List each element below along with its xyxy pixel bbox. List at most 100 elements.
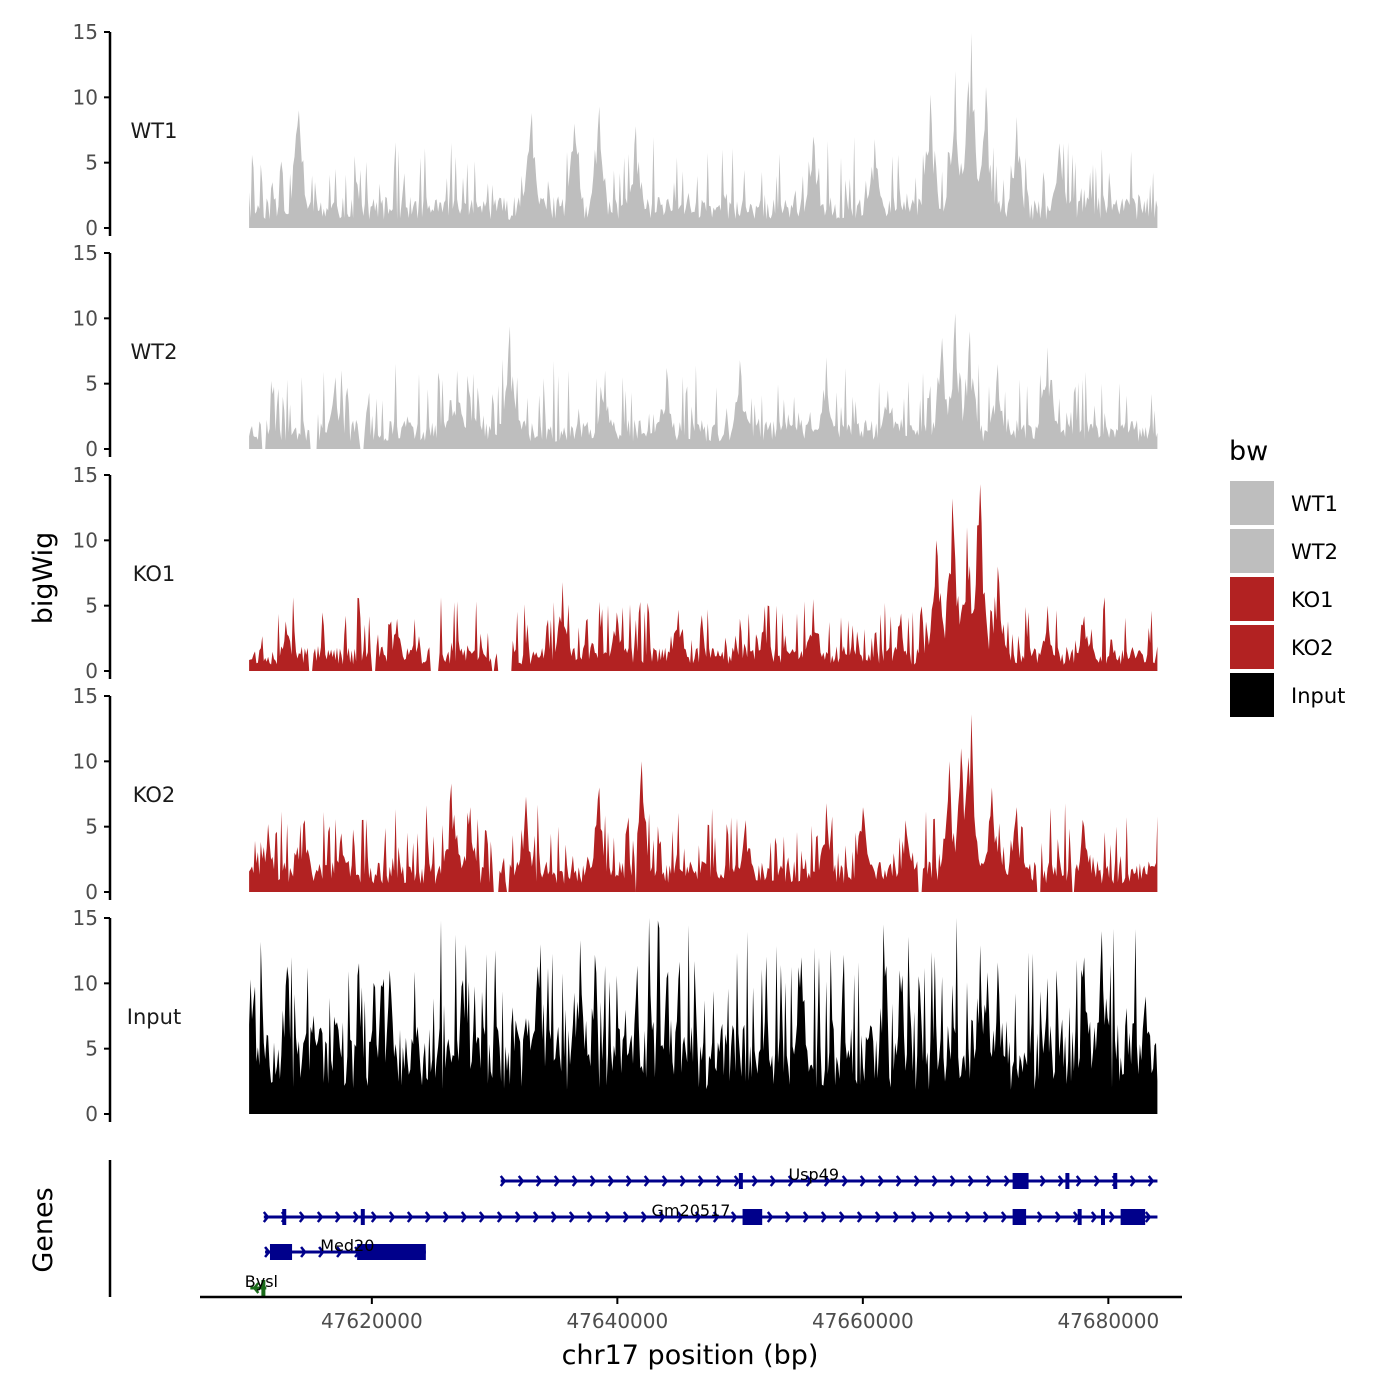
strand-arrow [877, 1175, 885, 1187]
track-label-wt2: WT2 [131, 340, 178, 364]
strand-arrow [895, 1175, 903, 1187]
strand-arrow [823, 1175, 831, 1187]
legend: bw WT1 WT2 KO1 KO2 Input [1229, 436, 1345, 717]
strand-arrow [532, 1211, 540, 1223]
exon [1012, 1173, 1029, 1189]
strand-arrow [751, 1175, 759, 1187]
strand-arrow [802, 1211, 810, 1223]
strand-arrow [766, 1211, 774, 1223]
legend-label-input: Input [1291, 684, 1345, 708]
y-tick-label: 15 [73, 20, 98, 44]
strand-arrow [604, 1211, 612, 1223]
strand-arrow [1147, 1175, 1155, 1187]
coverage-area-ko1 [249, 484, 1158, 671]
coverage-area-ko2 [249, 714, 1158, 892]
exon [742, 1209, 763, 1225]
track-label-ko1: KO1 [133, 562, 176, 586]
strand-arrow [733, 1175, 741, 1187]
genes-axis-title: Genes [28, 1187, 59, 1272]
strand-arrow [352, 1211, 360, 1223]
legend-label-wt2: WT2 [1291, 540, 1338, 564]
strand-arrow [586, 1211, 594, 1223]
y-tick-label: 15 [73, 241, 98, 265]
strand-arrow [946, 1211, 954, 1223]
exon [738, 1173, 743, 1189]
strand-arrow [264, 1246, 271, 1258]
strand-arrow [252, 1282, 260, 1294]
strand-arrow [874, 1211, 882, 1223]
exon [360, 1209, 365, 1225]
strand-arrow [784, 1211, 792, 1223]
exon [282, 1209, 287, 1225]
gene-label: Med20 [320, 1236, 374, 1255]
y-tick-label: 5 [85, 151, 98, 175]
strand-arrow [640, 1211, 648, 1223]
legend-key-input [1230, 673, 1274, 717]
strand-arrow [1129, 1175, 1137, 1187]
strand-arrow [568, 1211, 576, 1223]
legend-label-ko1: KO1 [1291, 588, 1334, 612]
legend-key-ko1 [1230, 577, 1274, 621]
exon [261, 1280, 266, 1296]
strand-arrow [370, 1211, 378, 1223]
legend-key-wt2 [1230, 529, 1274, 573]
strand-arrow [625, 1175, 633, 1187]
exon [1077, 1209, 1082, 1225]
x-axis-title: chr17 position (bp) [562, 1340, 819, 1371]
strand-arrow [262, 1211, 270, 1223]
strand-arrow [316, 1211, 324, 1223]
strand-arrow [334, 1211, 342, 1223]
y-tick-label: 5 [85, 1037, 98, 1061]
gene-usp49: Usp49 [499, 1165, 1158, 1189]
strand-arrow [1039, 1175, 1047, 1187]
gene-bysl: Bysl [245, 1272, 278, 1296]
strand-arrow [1036, 1211, 1044, 1223]
legend-key-wt1 [1230, 481, 1274, 525]
strand-arrow [298, 1211, 306, 1223]
y-tick-label: 15 [73, 684, 98, 708]
track-wt1: 0 5 10 15 WT1 [73, 20, 1158, 240]
strand-arrow [424, 1211, 432, 1223]
strand-arrow [300, 1246, 307, 1258]
strand-arrow [550, 1211, 558, 1223]
y-tick-label: 10 [73, 85, 98, 109]
strand-arrow [730, 1211, 738, 1223]
strand-arrow [1144, 1211, 1152, 1223]
strand-arrow [1108, 1211, 1116, 1223]
strand-arrow [318, 1246, 325, 1258]
gene-label: Usp49 [788, 1165, 839, 1184]
strand-arrow [442, 1211, 450, 1223]
x-tick-label: 47640000 [566, 1309, 668, 1333]
strand-arrow [856, 1211, 864, 1223]
strand-arrow [589, 1175, 597, 1187]
strand-arrow [859, 1175, 867, 1187]
x-axis: 47620000 47640000 47660000 47680000 [200, 1295, 1182, 1333]
strand-arrow [478, 1211, 486, 1223]
strand-arrow [553, 1175, 561, 1187]
strand-arrow [769, 1175, 777, 1187]
strand-arrow [928, 1211, 936, 1223]
y-tick-label: 15 [73, 463, 98, 487]
strand-arrow [406, 1211, 414, 1223]
y-tick-label: 5 [85, 594, 98, 618]
strand-arrow [1003, 1175, 1011, 1187]
strand-arrow [643, 1175, 651, 1187]
strand-arrow [715, 1175, 723, 1187]
track-input: 0 5 10 15 Input [73, 906, 1158, 1126]
strand-arrow [679, 1175, 687, 1187]
strand-arrow [571, 1175, 579, 1187]
strand-arrow [694, 1211, 702, 1223]
strand-arrow [1054, 1211, 1062, 1223]
coverage-area-input [249, 918, 1158, 1114]
strand-arrow [661, 1175, 669, 1187]
strand-arrow [388, 1211, 396, 1223]
strand-arrow [982, 1211, 990, 1223]
track-ko1: 0 5 10 15 KO1 [73, 463, 1158, 683]
strand-arrow [931, 1175, 939, 1187]
strand-arrow [712, 1211, 720, 1223]
y-tick-label: 10 [73, 306, 98, 330]
strand-arrow [336, 1246, 343, 1258]
exon [269, 1244, 293, 1260]
gene-label: Bysl [245, 1272, 278, 1291]
